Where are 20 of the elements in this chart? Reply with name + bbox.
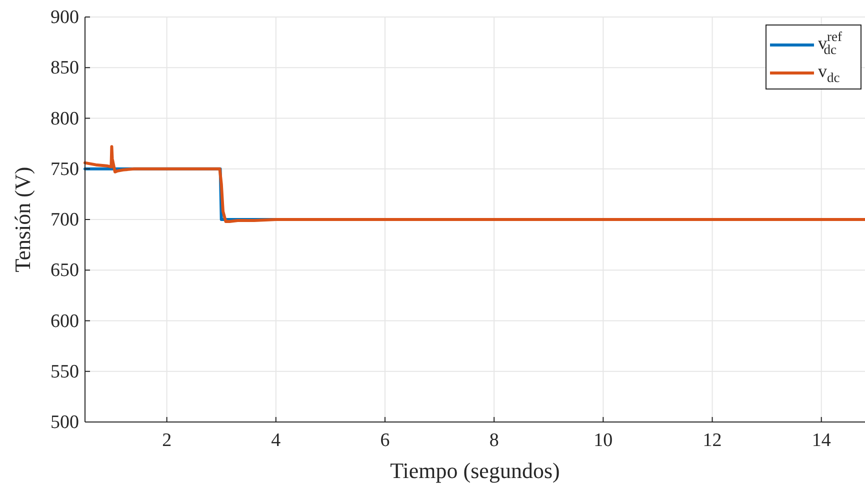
x-tick-label: 12 — [702, 430, 722, 451]
x-tick-label: 8 — [489, 430, 499, 451]
line-series — [84, 145, 865, 224]
legend-label: v$_{dc}$ — [818, 61, 840, 85]
y-tick-label: 850 — [50, 58, 79, 79]
y-tick-label: 900 — [50, 7, 79, 28]
y-tick-label: 650 — [50, 260, 79, 282]
y-tick-label: 550 — [50, 361, 79, 382]
y-tick-label: 500 — [50, 412, 79, 433]
x-tick-label: 2 — [162, 430, 172, 451]
y-axis-title: Tensión (V) — [10, 166, 35, 272]
x-axis-title: Tiempo (segundos) — [390, 458, 560, 483]
y-tick-label: 800 — [50, 108, 79, 130]
x-tick-label: 14 — [812, 430, 832, 451]
x-tick-label: 10 — [594, 430, 613, 451]
y-tick-label: 750 — [50, 158, 79, 180]
y-tick-label: 600 — [50, 310, 79, 332]
x-tick-label: 6 — [380, 430, 390, 451]
y-tick-label: 700 — [50, 210, 79, 230]
x-tick-label: 4 — [271, 430, 282, 451]
